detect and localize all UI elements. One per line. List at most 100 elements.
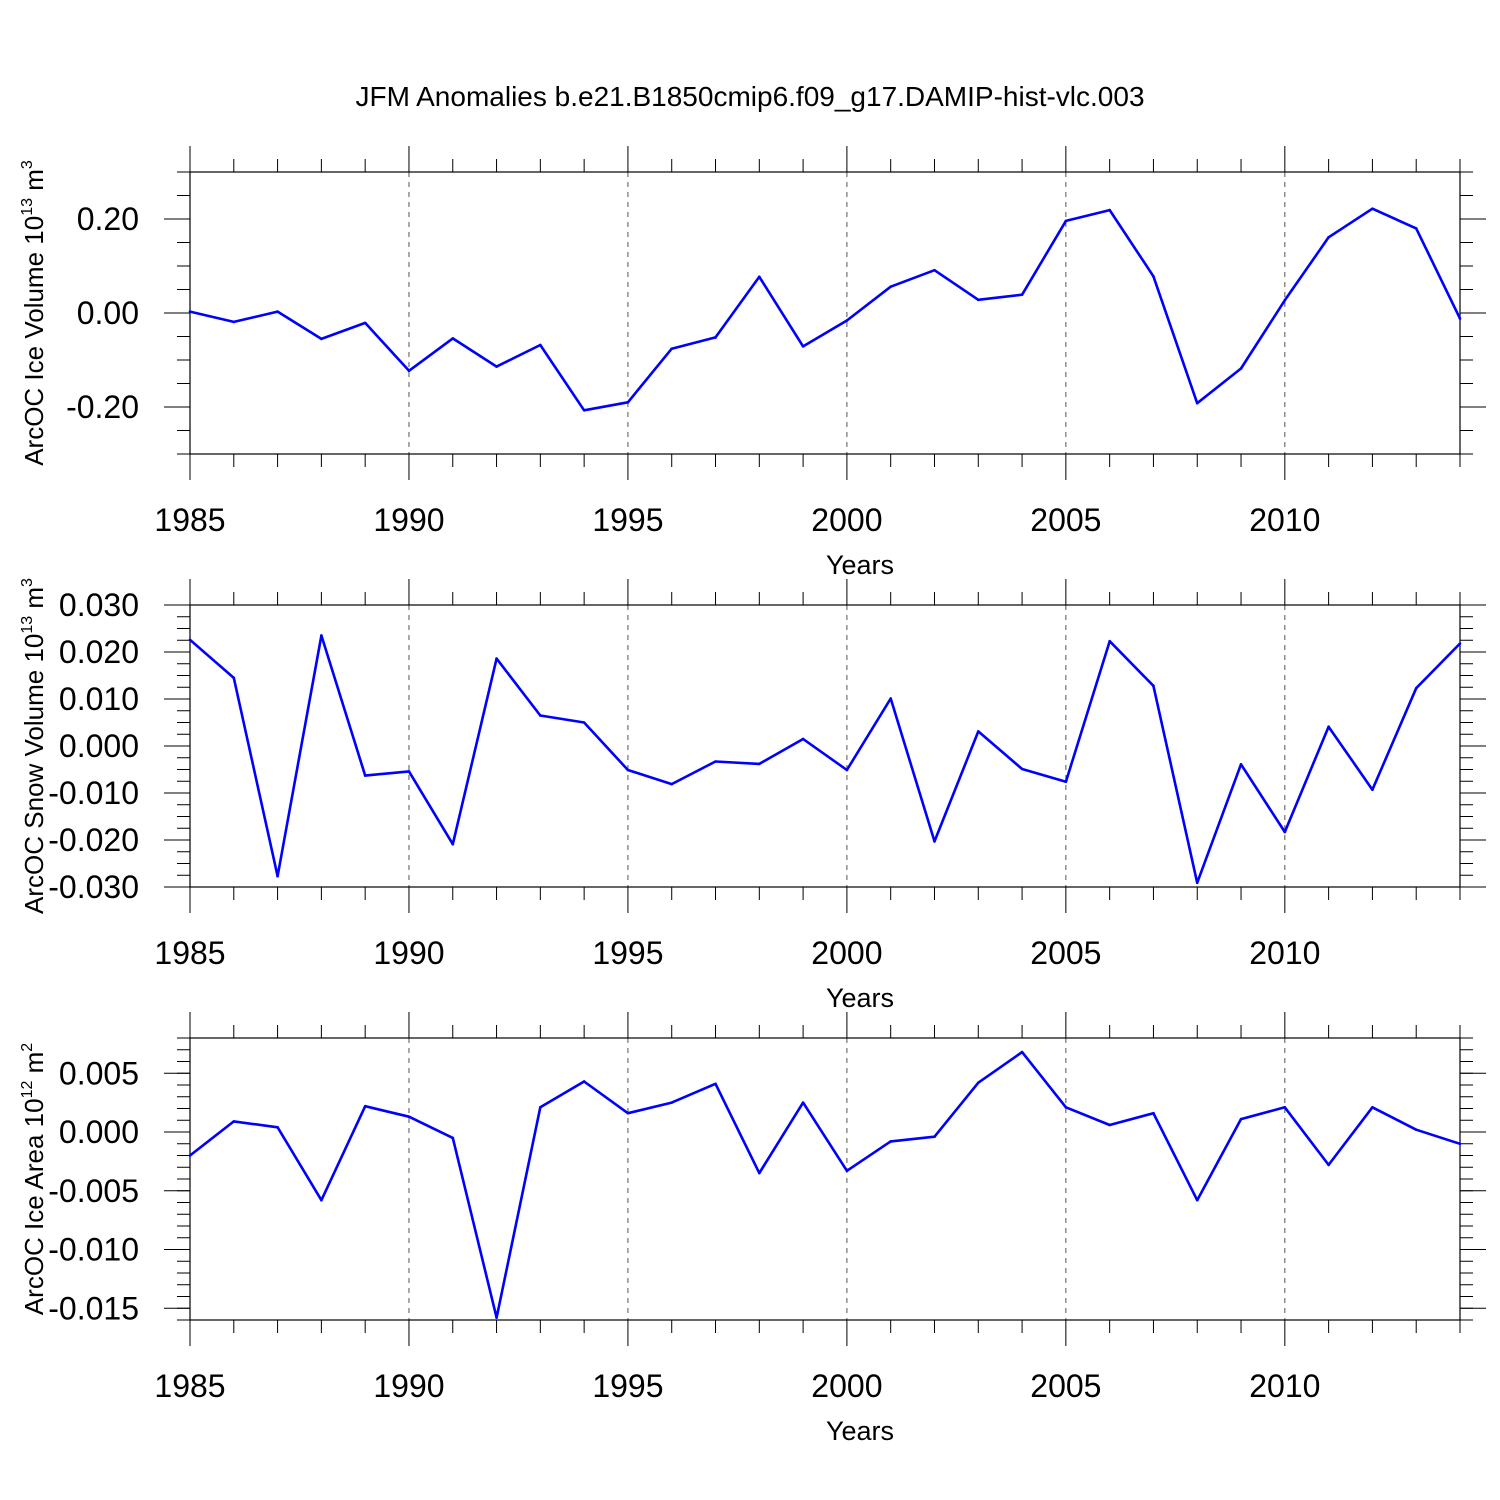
data-point-1992 <box>495 365 498 368</box>
data-point-2000 <box>845 319 849 322</box>
data-point-2012 <box>1371 788 1374 792</box>
data-point-2001 <box>889 1140 892 1143</box>
y-axis-label-text: ArcOC Snow Volume 10 <box>19 634 49 914</box>
data-point-1994 <box>582 721 586 724</box>
data-point-1999 <box>801 1101 805 1104</box>
data-point-2008 <box>1195 1198 1199 1202</box>
panel-snow-volume: 1985 1990 1995 2000 2005 2010 Years 0.030 0.020 0… <box>19 578 1486 1013</box>
data-point-2004 <box>1020 293 1024 296</box>
x-tick-label: 1990 <box>373 502 444 538</box>
data-point-2014 <box>1458 317 1462 320</box>
data-point-2005 <box>1064 1106 1068 1109</box>
data-point-2014 <box>1458 642 1462 645</box>
x-tick-label: 1985 <box>154 935 225 971</box>
data-point-1986 <box>232 320 236 324</box>
data-point-1990 <box>407 369 411 373</box>
y-tick-label: 0.000 <box>59 1114 139 1150</box>
data-point-1999 <box>801 737 805 741</box>
series-line-snow-volume <box>189 634 1461 885</box>
data-point-1996 <box>670 782 674 786</box>
data-point-2012 <box>1371 1106 1374 1109</box>
data-point-1989 <box>363 774 367 777</box>
data-point-1987 <box>276 874 279 878</box>
data-point-2007 <box>1152 275 1155 278</box>
data-point-2004 <box>1020 1050 1024 1054</box>
data-point-1989 <box>363 321 367 325</box>
y-axis-label-unit: m <box>19 587 49 616</box>
y-axis-label-unit: m <box>19 1052 49 1081</box>
data-point-1990 <box>407 770 411 773</box>
y-axis-label: ArcOC Snow Volume 1013 m3 <box>19 578 49 914</box>
x-tick-label: 1990 <box>373 935 444 971</box>
x-tick-label: 2005 <box>1030 1368 1101 1404</box>
data-point-2010 <box>1283 830 1287 834</box>
data-point-1995 <box>626 401 630 404</box>
x-tick-label: 2005 <box>1030 935 1101 971</box>
data-point-1987 <box>276 310 279 313</box>
data-point-1998 <box>758 762 761 766</box>
y-tick-label: -0.030 <box>48 869 139 905</box>
y-tick-label: -0.015 <box>48 1290 139 1326</box>
data-point-2008 <box>1195 881 1199 885</box>
panels: 1985 1990 1995 2000 2005 2010 Years 0.20 0.00 -0.… <box>19 146 1486 1446</box>
plot-frame <box>189 171 1461 455</box>
data-point-1997 <box>714 760 717 763</box>
data-point-1987 <box>276 1126 279 1129</box>
data-point-2002 <box>933 840 936 843</box>
data-point-1999 <box>801 345 805 348</box>
data-point-2006 <box>1108 639 1111 643</box>
data-point-1986 <box>232 1120 236 1123</box>
y-tick-label: -0.20 <box>66 389 139 425</box>
data-point-1996 <box>670 1101 674 1104</box>
data-point-1998 <box>758 1171 761 1175</box>
x-axis-label: Years <box>826 550 894 580</box>
x-tick-label: 2000 <box>811 935 882 971</box>
data-point-2009 <box>1239 367 1243 370</box>
data-point-1993 <box>539 343 542 347</box>
data-point-2014 <box>1458 1142 1462 1146</box>
plot-frame <box>189 604 1461 888</box>
x-axis-label: Years <box>826 983 894 1013</box>
y-tick-label: 0.00 <box>77 295 139 331</box>
y-axis-label-unit-exp: 3 <box>19 160 36 169</box>
data-point-1993 <box>539 714 542 717</box>
data-point-1985 <box>188 638 192 642</box>
data-point-2009 <box>1239 763 1243 766</box>
data-point-1995 <box>626 768 630 772</box>
data-point-2004 <box>1020 767 1024 771</box>
x-tick-label: 2010 <box>1249 502 1320 538</box>
x-tick-label: 2010 <box>1249 1368 1320 1404</box>
data-point-1991 <box>451 842 455 846</box>
x-tick-label: 1995 <box>592 502 663 538</box>
y-axis-label: ArcOC Ice Volume 1013 m3 <box>19 160 49 466</box>
data-point-2010 <box>1283 299 1287 302</box>
y-tick-label: 0.20 <box>77 201 139 237</box>
data-point-2008 <box>1195 401 1199 405</box>
y-tick-label: -0.010 <box>48 1232 139 1268</box>
data-point-1989 <box>363 1104 367 1108</box>
x-tick-label: 2000 <box>811 502 882 538</box>
y-axis-label-exp: 13 <box>19 616 36 634</box>
y-tick-label: 0.020 <box>59 634 139 670</box>
data-point-1995 <box>626 1111 630 1115</box>
data-point-2001 <box>889 697 892 700</box>
x-tick-label: 1995 <box>592 1368 663 1404</box>
data-point-2005 <box>1064 219 1068 223</box>
x-tick-label: 2010 <box>1249 935 1320 971</box>
data-point-2002 <box>933 268 936 272</box>
data-point-1988 <box>320 634 323 637</box>
data-point-2013 <box>1414 227 1418 230</box>
x-tick-label: 2000 <box>811 1368 882 1404</box>
data-point-1992 <box>495 657 498 660</box>
data-point-2010 <box>1283 1106 1287 1109</box>
data-point-2005 <box>1064 780 1068 784</box>
data-point-2000 <box>845 1169 849 1173</box>
series-line-ice-volume <box>189 207 1462 412</box>
x-tick-label: 1985 <box>154 1368 225 1404</box>
data-point-2013 <box>1414 686 1418 690</box>
x-tick-label: 1990 <box>373 1368 444 1404</box>
data-point-2001 <box>889 285 892 288</box>
data-point-2003 <box>976 298 980 302</box>
data-point-1988 <box>320 337 323 341</box>
